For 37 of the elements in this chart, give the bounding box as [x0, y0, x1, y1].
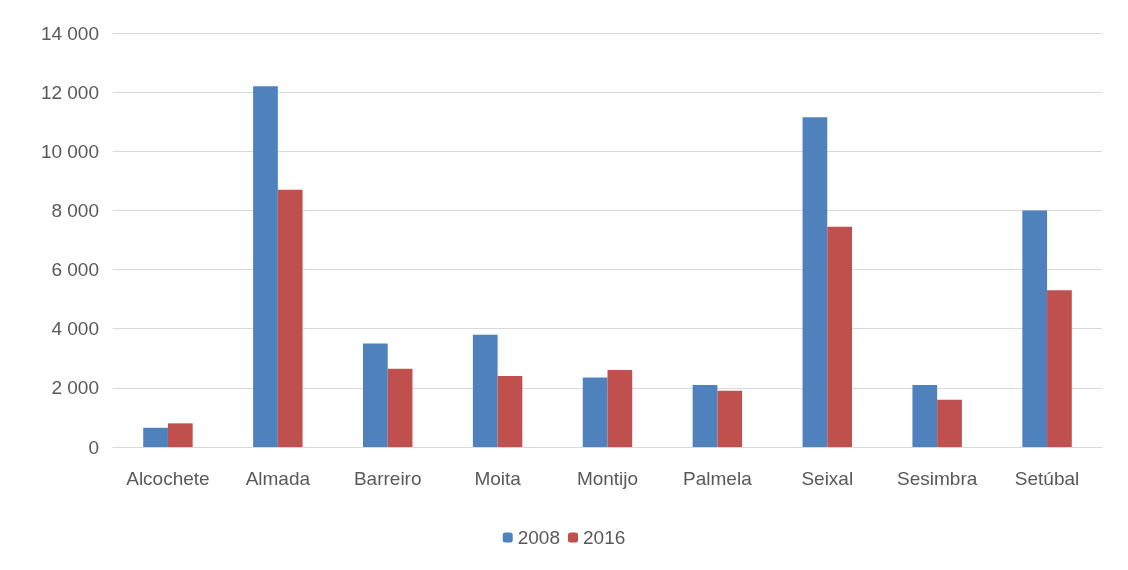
- x-tick-label: Barreiro: [353, 468, 422, 489]
- legend-label: 2016: [583, 527, 626, 548]
- bar: [277, 189, 303, 447]
- x-tick-label: Montijo: [576, 468, 639, 489]
- x-tick-label: Sesimbra: [897, 468, 978, 489]
- bar: [717, 390, 743, 447]
- y-tick-label: 4 000: [51, 318, 99, 340]
- y-tick-label: 6 000: [51, 259, 99, 281]
- x-tick-label: Almada: [245, 468, 311, 489]
- y-tick-label: 8 000: [51, 199, 99, 221]
- bar: [253, 86, 278, 447]
- legend-label: 2008: [517, 527, 561, 548]
- bar: [167, 423, 193, 447]
- bar: [937, 399, 962, 447]
- x-tick-label: Palmela: [683, 468, 753, 489]
- bar: [497, 376, 523, 447]
- x-tick-label: Alcochete: [126, 468, 210, 489]
- bar: [582, 377, 608, 447]
- bar: [363, 343, 388, 447]
- bar: [1047, 290, 1072, 447]
- y-tick-label: 2 000: [51, 377, 99, 399]
- bar: [802, 117, 828, 447]
- bar: [472, 334, 498, 447]
- bar: [143, 427, 168, 447]
- y-tick-label: 10 000: [40, 140, 99, 162]
- bar: [1022, 210, 1048, 447]
- x-tick-label: Setúbal: [1014, 468, 1080, 489]
- x-tick-label: Moita: [474, 468, 522, 489]
- bar: [912, 384, 938, 447]
- y-tick-label: 12 000: [40, 81, 99, 103]
- x-tick-label: Seixal: [801, 468, 854, 489]
- y-tick-label: 0: [88, 436, 99, 458]
- bar: [827, 226, 852, 447]
- bar: [387, 368, 413, 447]
- bar: [607, 370, 633, 447]
- y-tick-label: 14 000: [40, 22, 99, 44]
- bar: [692, 384, 718, 447]
